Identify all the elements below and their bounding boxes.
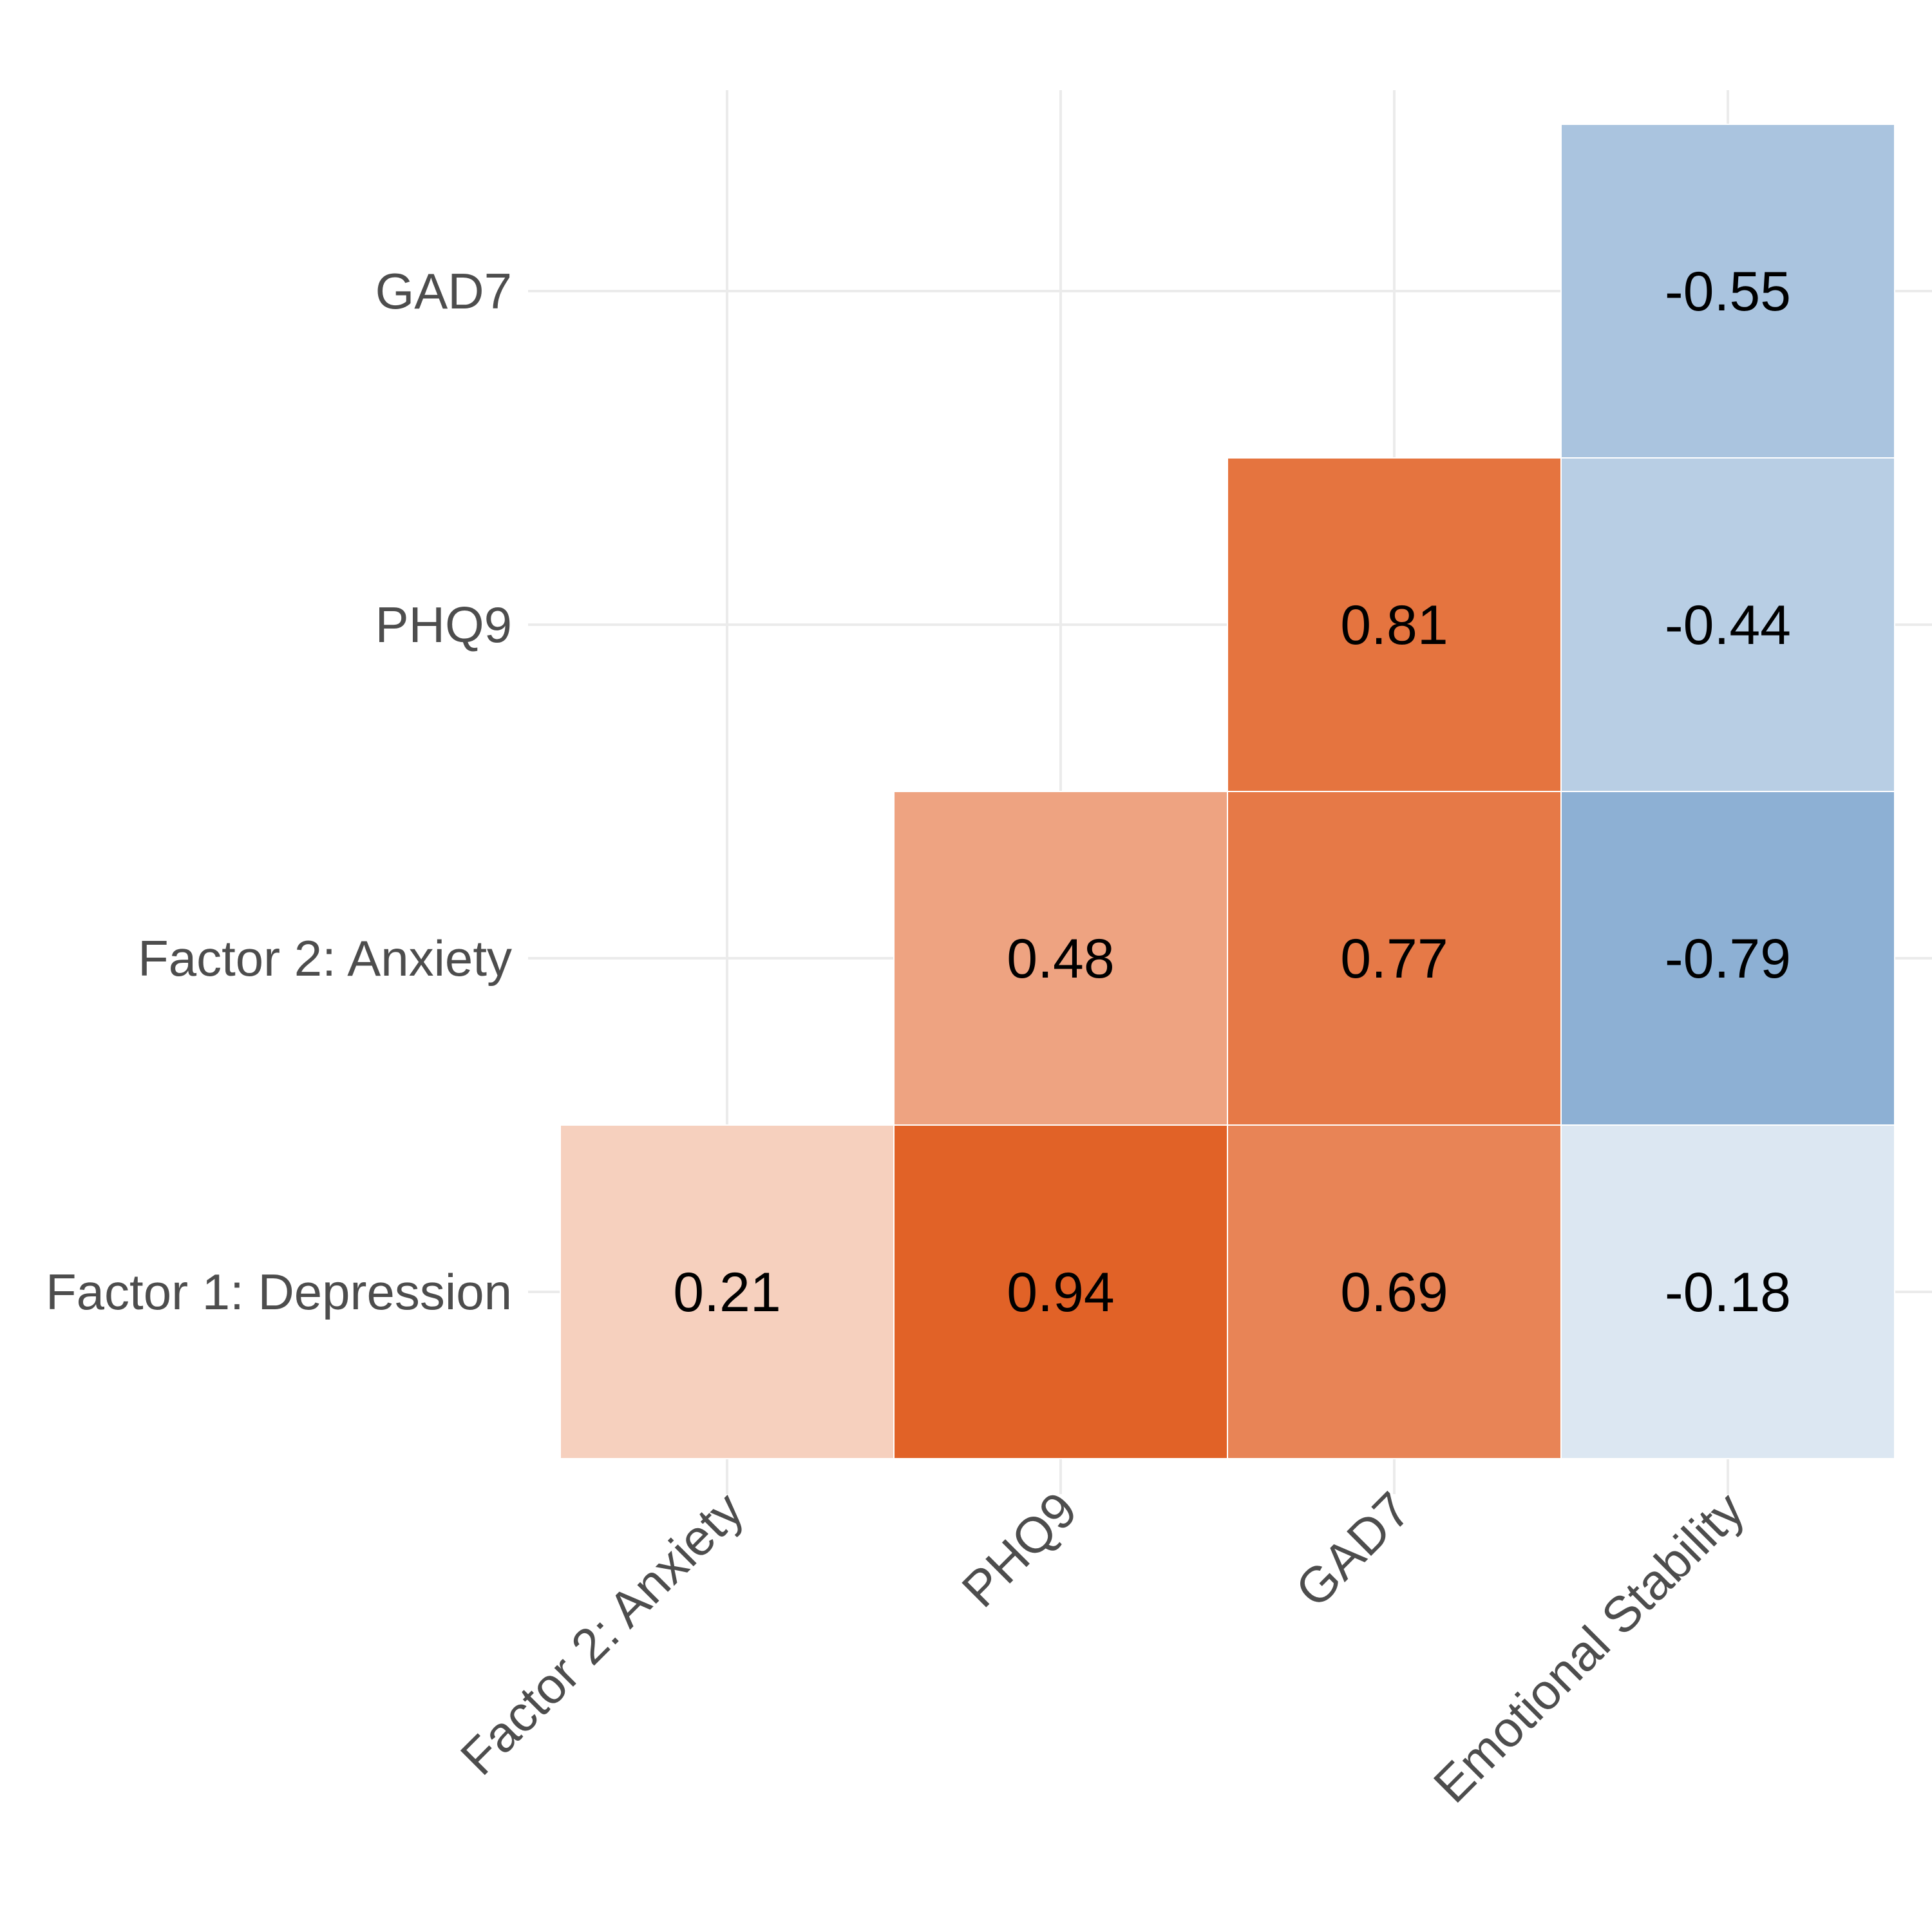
heatmap-cell-factor-2-anxiety-vs-factor-1-depression [560, 1124, 895, 1459]
cell-value-gad7-vs-factor-2-anxiety: 0.77 [1340, 928, 1448, 990]
cell-value-factor-2-anxiety-vs-factor-1-depression: 0.21 [673, 1262, 781, 1323]
y-tick-label-phq9: PHQ9 [375, 596, 512, 653]
x-tick-label-factor-2-anxiety: Factor 2: Anxiety [450, 1481, 754, 1786]
y-tick-label-factor-2-anxiety: Factor 2: Anxiety [138, 930, 512, 987]
cell-value-gad7-vs-factor-1-depression: 0.69 [1340, 1262, 1448, 1323]
heatmap-cell-emotional-stability-vs-phq9 [1560, 457, 1895, 792]
x-tick-label-emotional-stability: Emotional Stability [1423, 1481, 1755, 1814]
heatmap-cell-emotional-stability-vs-gad7 [1560, 124, 1895, 459]
heatmap-cell-gad7-vs-factor-1-depression [1227, 1124, 1562, 1459]
cell-value-phq9-vs-factor-1-depression: 0.94 [1007, 1262, 1114, 1323]
heatmap-cell-gad7-vs-factor-2-anxiety [1227, 791, 1562, 1126]
cell-value-emotional-stability-vs-gad7: -0.55 [1665, 261, 1791, 323]
heatmap-cell-phq9-vs-factor-2-anxiety [893, 791, 1228, 1126]
x-axis-tick-labels: Factor 2: Anxiety PHQ9 GAD7 Emotional Stabi… [450, 1481, 1755, 1814]
cell-value-emotional-stability-vs-phq9: -0.44 [1665, 594, 1791, 656]
cell-value-labels: 0.21 0.94 0.69 -0.18 0.48 0.77 -0.79 0.81 -0.44 -… [673, 261, 1791, 1323]
heatmap-cells [560, 124, 1895, 1459]
cell-value-emotional-stability-vs-factor-2-anxiety: -0.79 [1665, 928, 1791, 990]
x-tick-label-phq9: PHQ9 [951, 1481, 1088, 1618]
heatmap-cell-gad7-vs-phq9 [1227, 457, 1562, 792]
y-tick-label-factor-1-depression: Factor 1: Depression [46, 1264, 512, 1320]
x-tick-label-gad7: GAD7 [1285, 1481, 1421, 1618]
heatmap-cell-emotional-stability-vs-factor-1-depression [1560, 1124, 1895, 1459]
y-tick-label-gad7: GAD7 [375, 263, 512, 319]
y-axis-tick-labels: Factor 1: Depression Factor 2: Anxiety PHQ… [46, 263, 512, 1320]
cell-value-gad7-vs-phq9: 0.81 [1340, 594, 1448, 656]
heatmap-cell-phq9-vs-factor-1-depression [893, 1124, 1228, 1459]
cell-value-emotional-stability-vs-factor-1-depression: -0.18 [1665, 1262, 1791, 1323]
cell-value-phq9-vs-factor-2-anxiety: 0.48 [1007, 928, 1114, 990]
